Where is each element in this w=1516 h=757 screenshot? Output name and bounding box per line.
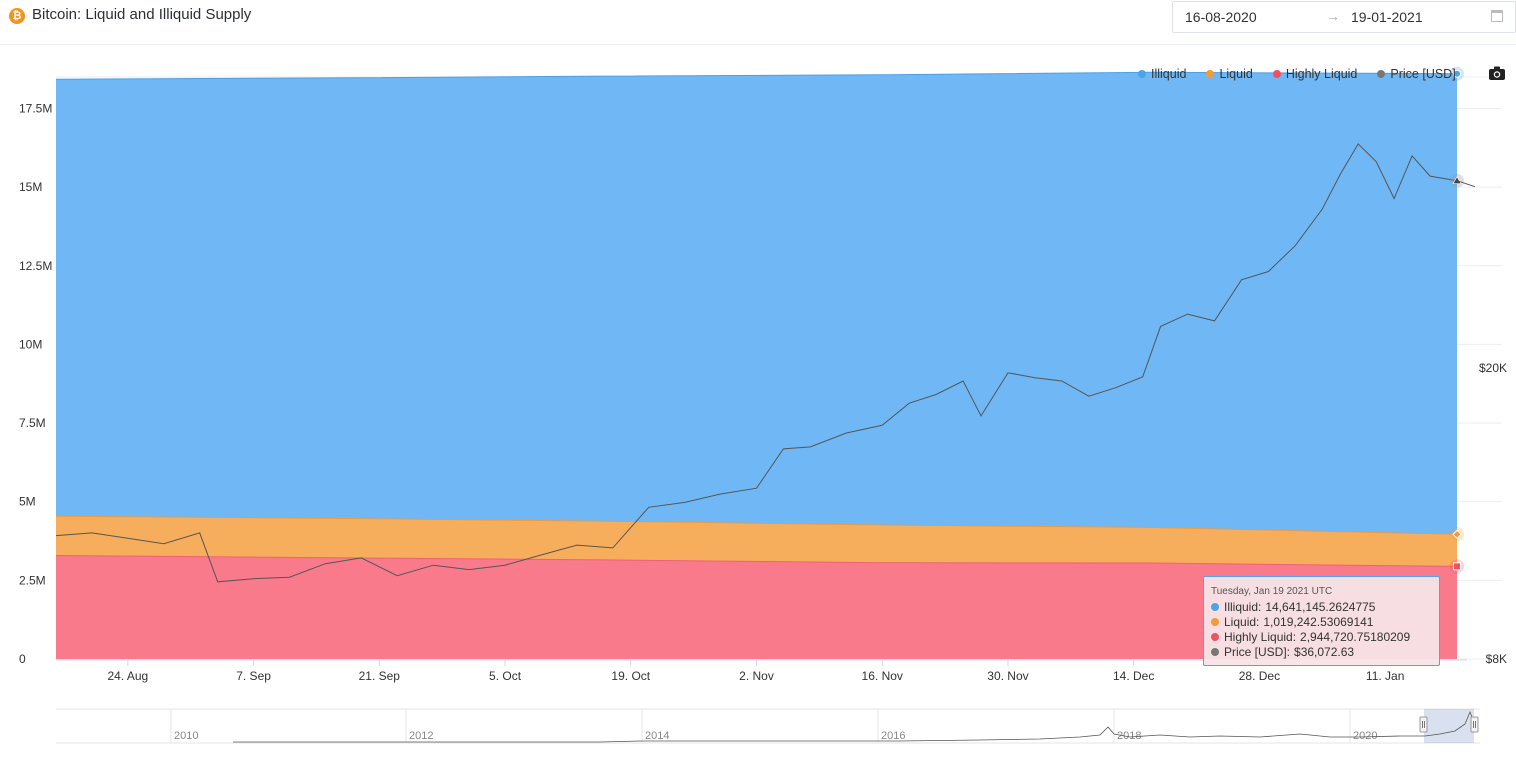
legend-label: Illiquid [1151,67,1187,81]
legend-dot [1272,70,1281,78]
chart-title: Bitcoin: Liquid and Illiquid Supply [32,6,252,23]
legend-label: Price [USD] [1390,67,1456,81]
bitcoin-icon: ₿ [9,8,25,24]
calendar-icon[interactable] [1491,10,1503,22]
tooltip-row-liquid: Liquid: 1,019,242.53069141 [1211,614,1439,629]
tooltip-dot [1211,617,1219,626]
navigator-year-label: 2016 [881,730,905,742]
liquid-area [56,516,1457,567]
navigator-year-label: 2012 [409,730,433,742]
x-tick-label: 16. Nov [862,669,903,683]
y-right-tick-label: $8K [1486,652,1507,666]
area-series [55,71,1458,659]
highly-liquid-area [56,555,1457,659]
navigator-line [233,710,1475,743]
x-tick-label: 7. Sep [236,669,271,683]
tooltip-value: 14,641,145.2624775 [1265,599,1376,614]
marker-illiquid [1453,69,1461,78]
navigator-year-label: 2020 [1353,730,1377,742]
legend-dot [1377,70,1386,78]
tooltip-label: Price [USD]: [1224,644,1291,659]
navigator-year-label: 2014 [645,730,669,742]
x-tick-label: 14. Dec [1113,669,1154,683]
y-axis-left: 0 2.5M 5M 7.5M 10M 12.5M 15M 17.5M [19,101,52,666]
legend-label: Highly Liquid [1285,67,1358,81]
x-tick-label: 24. Aug [107,669,148,683]
x-axis: 24. Aug 7. Sep 21. Sep 5. Oct 19. Oct 2. Nov 1… [56,659,1467,683]
x-tick-label: 2. Nov [739,669,774,683]
x-tick-label: 21. Sep [359,669,401,683]
date-end-input[interactable]: 19-01-2021 [1351,9,1423,25]
legend-item-highly-liquid[interactable]: Highly Liquid [1272,67,1358,81]
chart-header: ₿ Bitcoin: Liquid and Illiquid Supply 16… [0,0,1516,45]
date-range-picker[interactable]: 16-08-2020 → 19-01-2021 [1172,1,1516,33]
navigator-handle-right[interactable] [1470,716,1479,733]
y-tick-label: 0 [19,652,26,666]
legend-dot [1138,70,1146,78]
legend-item-price[interactable]: Price [USD] [1377,67,1456,81]
y-tick-label: 7.5M [19,416,46,430]
tooltip-dot [1211,602,1219,611]
price-series [55,143,1458,583]
camera-icon[interactable] [1489,66,1505,80]
x-tick-label: 30. Nov [987,669,1028,683]
marker-price [1452,176,1462,184]
navigator-year-label: 2018 [1117,730,1141,742]
tooltip-value: $36,072.63 [1294,644,1355,659]
tooltip-dot [1211,647,1219,656]
tooltip-label: Highly Liquid: [1224,629,1297,644]
x-tick-label: 19. Oct [611,669,650,683]
navigator-year-label: 2010 [174,730,198,742]
legend-item-illiquid[interactable]: Illiquid [1138,67,1186,81]
tooltip-value: 1,019,242.53069141 [1263,614,1374,629]
y-tick-label: 15M [19,180,42,194]
tooltip-row-illiquid: Illiquid: 14,641,145.2624775 [1211,599,1439,614]
illiquid-area [56,72,1457,535]
y-tick-label: 5M [19,495,36,509]
navigator: 2010 2012 2014 2016 2018 2020 [56,708,1480,744]
x-tick-label: 11. Jan [1366,669,1404,683]
legend-dot [1206,70,1215,78]
date-start-input[interactable]: 16-08-2020 [1185,9,1257,25]
marker-liquid [1452,529,1462,540]
y-axis-right: $8K $20K [1479,361,1507,666]
legend-label: Liquid [1219,67,1253,81]
y-tick-label: 12.5M [19,259,52,273]
marker-highly-liquid [1453,562,1461,571]
tooltip-date: Tuesday, Jan 19 2021 UTC [1211,586,1333,597]
tooltip-dot [1211,632,1219,641]
navigator-selection [1424,709,1474,743]
x-tick-label: 28. Dec [1239,669,1280,683]
y-right-tick-label: $20K [1479,361,1507,375]
chart-legend: Illiquid Liquid Highly Liquid Price [USD… [1138,67,1456,81]
legend-item-liquid[interactable]: Liquid [1206,67,1253,81]
tooltip-label: Illiquid: [1224,599,1262,614]
liquid-area-edge [55,515,1458,535]
hover-markers [1450,66,1476,574]
y-tick-label: 2.5M [19,573,46,587]
price-line-tail [1456,180,1476,188]
tooltip-label: Liquid: [1224,614,1260,629]
navigator-handle-left[interactable] [1419,716,1428,733]
illiquid-area-edge [55,71,1458,80]
arrow-right-icon: → [1326,8,1340,24]
tooltip-row-highly-liquid: Highly Liquid: 2,944,720.75180209 [1211,629,1439,644]
tooltip-row-price: Price [USD]: $36,072.63 [1211,644,1439,659]
y-tick-label: 17.5M [19,101,52,115]
chart-tooltip: Tuesday, Jan 19 2021 UTC Illiquid: 14,641… [1203,576,1440,666]
price-line [55,143,1458,583]
y-tick-label: 10M [19,337,42,351]
x-tick-label: 5. Oct [489,669,522,683]
tooltip-value: 2,944,720.75180209 [1300,629,1411,644]
highly-liquid-area-edge [55,555,1458,567]
